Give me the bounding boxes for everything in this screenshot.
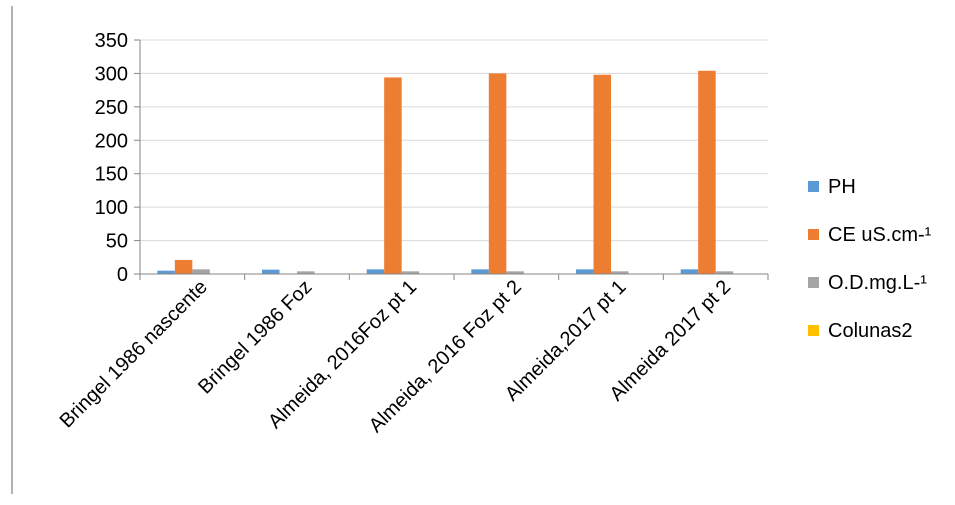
bar [262,269,280,274]
bar [192,269,210,274]
legend-label: CE uS.cm-¹ [828,224,932,246]
bar [715,271,734,274]
legend-label: O.D.mg.L-¹ [828,272,927,294]
bars [157,70,734,274]
bar [488,73,507,274]
gridlines [140,39,768,242]
y-tick-label: 200 [95,130,128,152]
legend-label: PH [828,176,856,198]
y-tick-label: 250 [95,97,128,119]
axes [134,39,769,280]
y-tick-label: 300 [95,63,128,85]
bar [471,269,489,274]
y-tick-label: 100 [95,197,128,219]
y-tick-label: 350 [95,30,128,52]
bar [174,259,193,274]
legend-swatch [808,181,819,192]
legend-swatch [808,277,819,288]
bar [698,70,716,274]
bar [611,271,629,274]
y-tick-labels: 0 50 100 150 200 250 300 350 [95,30,128,286]
bar [576,269,594,274]
bar [297,271,315,274]
y-tick-label: 50 [106,231,128,253]
legend-label: Colunas2 [828,320,913,342]
x-category-label: Bringel 1986 nascente [56,276,212,432]
bar [506,271,524,274]
bar [384,77,402,274]
legend-swatch [808,325,819,336]
bar [157,270,175,274]
bar [680,269,699,274]
y-tick-label: 0 [117,264,128,286]
y-tick-label: 150 [95,164,128,186]
legend-swatch [808,229,819,240]
x-category-label: Bringel 1986 Foz [194,276,316,398]
legend: PH CE uS.cm-¹ O.D.mg.L-¹ Colunas2 [808,176,932,342]
bar [593,74,611,274]
bar [401,271,420,274]
bar [366,269,385,274]
